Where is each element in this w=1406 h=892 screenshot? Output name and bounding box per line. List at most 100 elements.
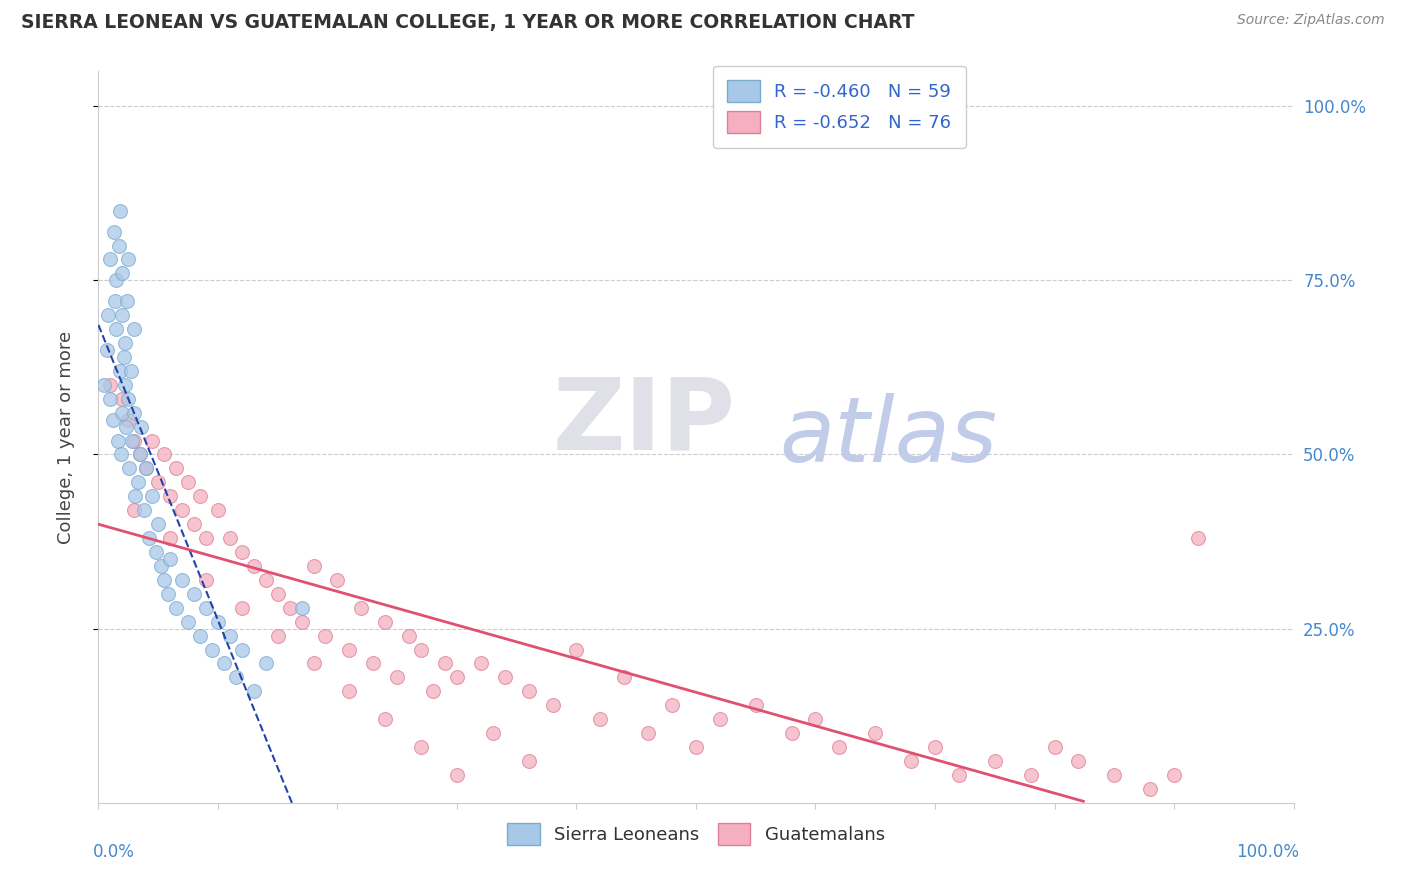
Point xyxy=(339,684,361,698)
Point xyxy=(661,698,683,713)
Point xyxy=(231,642,253,657)
Point xyxy=(156,587,179,601)
Point xyxy=(188,629,211,643)
Point xyxy=(124,322,146,336)
Point xyxy=(172,503,194,517)
Point xyxy=(131,419,153,434)
Point xyxy=(103,225,125,239)
Point xyxy=(411,740,433,755)
Point xyxy=(541,698,564,713)
Point xyxy=(517,754,540,768)
Text: SIERRA LEONEAN VS GUATEMALAN COLLEGE, 1 YEAR OR MORE CORRELATION CHART: SIERRA LEONEAN VS GUATEMALAN COLLEGE, 1 … xyxy=(21,13,914,32)
Point xyxy=(225,670,247,684)
Point xyxy=(124,503,146,517)
Point xyxy=(111,308,134,322)
Point xyxy=(374,712,396,726)
Point xyxy=(111,392,134,406)
Point xyxy=(446,768,468,782)
Point xyxy=(117,392,139,406)
Point xyxy=(865,726,887,740)
Point xyxy=(398,629,420,643)
Point xyxy=(124,434,146,448)
Point xyxy=(112,350,135,364)
Point xyxy=(494,670,516,684)
Point xyxy=(110,448,132,462)
Point xyxy=(267,587,290,601)
Point xyxy=(315,629,337,643)
Y-axis label: College, 1 year or more: College, 1 year or more xyxy=(56,331,75,543)
Point xyxy=(148,475,170,490)
Point xyxy=(108,364,131,378)
Point xyxy=(108,203,131,218)
Point xyxy=(135,461,157,475)
Text: ZIP: ZIP xyxy=(553,374,735,471)
Point xyxy=(98,392,122,406)
Point xyxy=(127,475,149,490)
Point xyxy=(153,448,176,462)
Point xyxy=(1043,740,1066,755)
Point xyxy=(141,489,163,503)
Point xyxy=(117,252,139,267)
Point xyxy=(195,531,218,545)
Point xyxy=(212,657,235,671)
Point xyxy=(685,740,707,755)
Point xyxy=(135,461,157,475)
Point xyxy=(117,412,139,426)
Point xyxy=(302,558,325,573)
Point xyxy=(207,503,229,517)
Point xyxy=(105,322,128,336)
Point xyxy=(159,489,181,503)
Point xyxy=(111,266,134,280)
Point xyxy=(481,726,505,740)
Point xyxy=(172,573,194,587)
Point xyxy=(948,768,970,782)
Point xyxy=(924,740,946,755)
Point xyxy=(101,412,124,426)
Point xyxy=(804,712,827,726)
Point xyxy=(138,531,160,545)
Point xyxy=(613,670,636,684)
Point xyxy=(207,615,229,629)
Point xyxy=(565,642,588,657)
Point xyxy=(1104,768,1126,782)
Point xyxy=(637,726,659,740)
Point xyxy=(278,600,301,615)
Point xyxy=(148,517,170,532)
Point xyxy=(153,573,176,587)
Point xyxy=(107,238,129,252)
Point xyxy=(446,670,468,684)
Point xyxy=(114,336,136,351)
Point xyxy=(1019,768,1042,782)
Point xyxy=(374,615,396,629)
Text: Source: ZipAtlas.com: Source: ZipAtlas.com xyxy=(1237,13,1385,28)
Point xyxy=(470,657,492,671)
Point xyxy=(97,308,120,322)
Point xyxy=(254,657,277,671)
Point xyxy=(145,545,167,559)
Point xyxy=(219,629,242,643)
Point xyxy=(302,657,325,671)
Text: atlas: atlas xyxy=(779,393,998,481)
Point xyxy=(1139,781,1161,796)
Point xyxy=(745,698,768,713)
Point xyxy=(177,615,200,629)
Point xyxy=(201,642,224,657)
Point xyxy=(132,503,155,517)
Point xyxy=(115,419,138,434)
Point xyxy=(114,377,136,392)
Point xyxy=(129,448,152,462)
Point xyxy=(709,712,731,726)
Point xyxy=(93,377,115,392)
Point xyxy=(984,754,1007,768)
Point xyxy=(195,573,218,587)
Point xyxy=(105,273,128,287)
Text: 100.0%: 100.0% xyxy=(1236,843,1299,861)
Point xyxy=(291,615,314,629)
Point xyxy=(115,294,138,309)
Point xyxy=(188,489,211,503)
Point xyxy=(411,642,433,657)
Point xyxy=(120,364,142,378)
Point xyxy=(326,573,349,587)
Point xyxy=(291,600,314,615)
Point xyxy=(1163,768,1185,782)
